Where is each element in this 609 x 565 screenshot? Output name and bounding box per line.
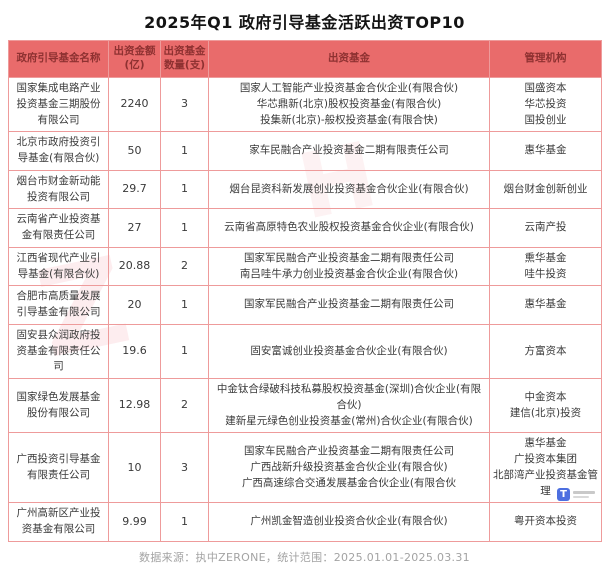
invested-funds-cell: 国家军民融合产业投资基金二期有限责任公司 [208,285,490,325]
invested-funds-cell: 中金钛合绿破科技私募股权投资基金(深圳)合伙企业(有限合伙) 建新星元绿色创业投… [208,377,490,434]
table-row: 北京市政府投资引导基金(有限合伙) 50 1 家车民融合产业投资基金二期有限责任… [8,131,602,171]
table-row: 国家绿色发展基金股份有限公司 12.98 2 中金钛合绿破科技私募股权投资基金(… [8,377,602,434]
fund-name-cell: 广州高新区产业投资基金有限公司 [8,502,109,542]
col-header-manager: 管理机构 [489,40,602,78]
invested-funds-cell: 国家车民融合产业投资基金二期有限责任公司 广西战新升级投资基金合伙企业(有限合伙… [208,432,490,504]
table-row: 固安县众润政府投资基金有限责任公司 19.6 1 固安富诚创业投资基金合伙企业(… [8,323,602,380]
count-cell: 2 [160,377,209,434]
amount-cell: 9.99 [108,502,161,542]
count-cell: 3 [160,432,209,504]
count-cell: 3 [160,76,209,133]
count-cell: 1 [160,131,209,171]
manager-cell: 中金资本 建信(北京)投资 [489,377,602,434]
table-row: 烟台市财金新动能投资有限公司 29.7 1 烟台昆资科新发展创业投资基金合伙企业… [8,169,602,210]
manager-cell: 烟台财金创新创业 [489,169,602,210]
watermark-logo: T [557,488,595,501]
manager-cell: 国盛资本 华芯投资 国投创业 [489,76,602,133]
count-cell: 1 [160,169,209,210]
count-cell: 2 [160,246,209,287]
invested-funds-cell: 烟台昆资科新发展创业投资基金合伙企业(有限合伙) [208,169,490,210]
count-cell: 1 [160,285,209,325]
manager-cell: 方富资本 [489,323,602,380]
count-cell: 1 [160,323,209,380]
invested-funds-cell: 家车民融合产业投资基金二期有限责任公司 [208,131,490,171]
col-header-fund-count: 出资基金数量(支) [160,40,209,78]
fund-name-cell: 云南省产业投资基金有限责任公司 [8,208,109,248]
table-row: 合肥市高质量发展引导基金有限公司 20 1 国家军民融合产业投资基金二期有限责任… [8,285,602,325]
table-row: 广州高新区产业投资基金有限公司 9.99 1 广州凯金智造创业投资合伙企业(有限… [8,502,602,542]
fund-name-cell: 合肥市高质量发展引导基金有限公司 [8,285,109,325]
invested-funds-cell: 国家人工智能产业投资基金合伙企业(有限合伙) 华芯鼎新(北京)股权投资基金(有限… [208,76,490,133]
fund-name-cell: 烟台市财金新动能投资有限公司 [8,169,109,210]
manager-cell: 云南产投 [489,208,602,248]
fund-name-cell: 江西省现代产业引导基金(有限合伙) [8,246,109,287]
fund-name-cell: 国家集成电路产业投资基金三期股份有限公司 [8,76,109,133]
fund-name-cell: 国家绿色发展基金股份有限公司 [8,377,109,434]
table-header-row: 政府引导基金名称 出资金额(亿) 出资基金数量(支) 出资基金 管理机构 [8,40,602,78]
amount-cell: 20.88 [108,246,161,287]
watermark-logo-text [573,491,595,498]
funding-top10-table: 政府引导基金名称 出资金额(亿) 出资基金数量(支) 出资基金 管理机构 国家集… [8,40,602,542]
invested-funds-cell: 固安富诚创业投资基金合伙企业(有限合伙) [208,323,490,380]
invested-funds-cell: 广州凯金智造创业投资合伙企业(有限合伙) [208,502,490,542]
count-cell: 1 [160,208,209,248]
page-title: 2025年Q1 政府引导基金活跃出资TOP10 [144,13,465,32]
manager-cell: 惠华基金 [489,285,602,325]
amount-cell: 20 [108,285,161,325]
fund-name-cell: 北京市政府投资引导基金(有限合伙) [8,131,109,171]
col-header-fund-name: 政府引导基金名称 [8,40,109,78]
count-cell: 1 [160,502,209,542]
amount-cell: 29.7 [108,169,161,210]
col-header-invested-funds: 出资基金 [208,40,490,78]
table-row: 江西省现代产业引导基金(有限合伙) 20.88 2 国家军民融合产业投资基金二期… [8,246,602,287]
report-page: Z H 2025年Q1 政府引导基金活跃出资TOP10 政府引导基金名称 出资金… [0,9,609,564]
manager-cell: 惠华基金 [489,131,602,171]
table-row: 国家集成电路产业投资基金三期股份有限公司 2240 3 国家人工智能产业投资基金… [8,76,602,133]
data-source-note: 数据来源：执中ZERONE，统计范围：2025.01.01-2025.03.31 [139,550,470,564]
table-row: 广西投资引导基金有限责任公司 10 3 国家车民融合产业投资基金二期有限责任公司… [8,432,602,504]
invested-funds-cell: 国家军民融合产业投资基金二期有限责任公司 南吕哇牛承力创业投资基金合伙企业(有限… [208,246,490,287]
amount-cell: 12.98 [108,377,161,434]
table-row: 云南省产业投资基金有限责任公司 27 1 云南省高原特色农业股权投资基金合伙企业… [8,208,602,248]
fund-name-cell: 广西投资引导基金有限责任公司 [8,432,109,504]
watermark-logo-icon: T [557,488,570,501]
manager-cell: 粤开资本投资 [489,502,602,542]
amount-cell: 2240 [108,76,161,133]
amount-cell: 19.6 [108,323,161,380]
manager-cell: 熏华基金 哇牛投资 [489,246,602,287]
amount-cell: 27 [108,208,161,248]
col-header-amount: 出资金额(亿) [108,40,161,78]
invested-funds-cell: 云南省高原特色农业股权投资基金合伙企业(有限合伙) [208,208,490,248]
amount-cell: 10 [108,432,161,504]
fund-name-cell: 固安县众润政府投资基金有限责任公司 [8,323,109,380]
amount-cell: 50 [108,131,161,171]
